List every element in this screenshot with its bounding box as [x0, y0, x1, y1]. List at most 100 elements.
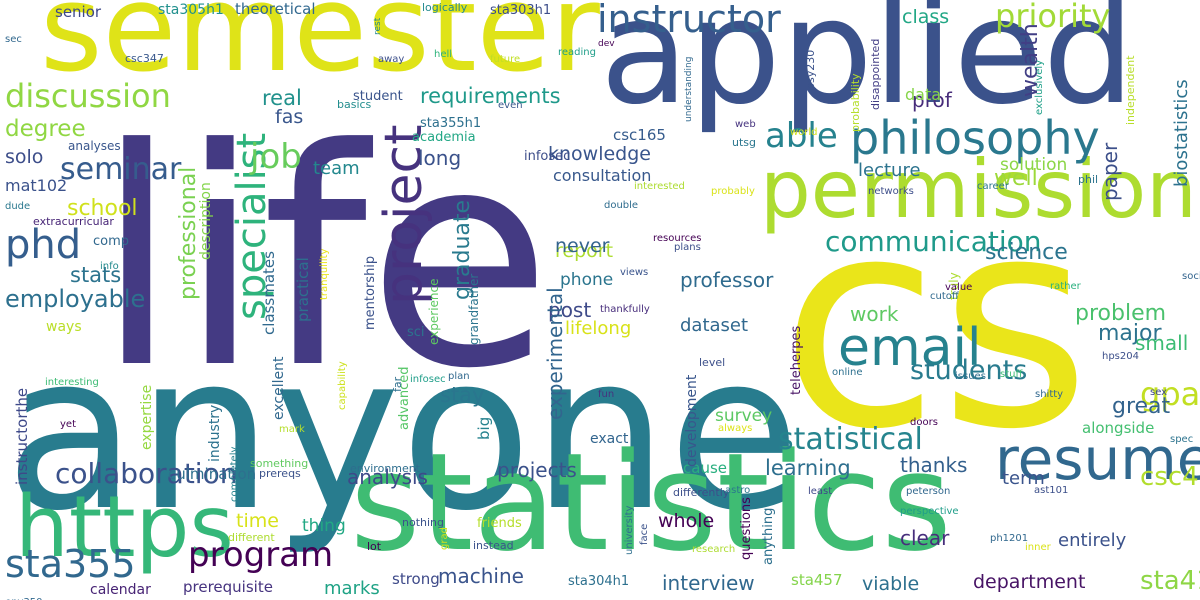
word-well: well [994, 166, 1038, 191]
word-prof: prof [912, 88, 952, 112]
word-requirements: requirements [420, 84, 561, 108]
word-ways: ways [46, 319, 82, 335]
word-student: student [353, 89, 403, 104]
word-interesting: interesting [45, 377, 99, 388]
word-future: future [490, 54, 521, 65]
word-friends: friends [477, 516, 522, 531]
word-networks: networks [868, 186, 914, 197]
word-sta457: sta457 [791, 571, 843, 589]
word-excellent: excellent [271, 356, 287, 420]
word-never: never [555, 235, 610, 257]
word-viable: viable [862, 573, 920, 595]
word-experience: experience [427, 278, 441, 345]
word-big: big [475, 416, 493, 440]
word-sta305h1: sta305h1 [158, 2, 224, 18]
word-stay: stay [440, 383, 485, 407]
word-spec: spec [1170, 434, 1194, 445]
word-statistical: statistical [778, 422, 923, 457]
word-info: info [100, 261, 119, 272]
word-dev: dev [598, 39, 615, 49]
word-sta355h1: sta355h1 [420, 116, 482, 131]
word-probably: probably [711, 186, 755, 197]
word-semester: semester [40, 0, 600, 99]
word-mark: mark [279, 424, 305, 435]
word-cause: cause [683, 459, 727, 477]
word-sta303h1: sta303h1 [490, 3, 552, 18]
word-university: university [624, 505, 635, 555]
word-env350: env350 [5, 598, 43, 600]
word-team: team [313, 158, 360, 179]
word-logically: logically [422, 1, 468, 14]
word-experimental: experimental [543, 287, 567, 420]
word-psy230: psy230 [804, 49, 817, 90]
word-solo: solo [5, 146, 44, 168]
word-questions: questions [739, 497, 754, 560]
word-dude: dude [5, 201, 31, 212]
word-data: data [905, 85, 942, 104]
word-infosec: infosec [410, 374, 446, 385]
word-independent: independent [1124, 55, 1137, 125]
word-development: development [684, 374, 700, 467]
word-statistics: statistics [350, 424, 952, 581]
word-biostatistics: biostatistics [1171, 79, 1192, 187]
word-prerequisite: prerequisite [183, 578, 273, 596]
word-understanding: understanding [684, 56, 694, 122]
word-work: work [850, 302, 899, 326]
word-comp: comp [93, 234, 130, 249]
word-whole: whole [658, 510, 715, 532]
word-mat102: mat102 [5, 176, 68, 195]
word-research: research [692, 544, 736, 555]
word-solution: solution [1000, 155, 1068, 175]
word-capability: capability [337, 361, 348, 410]
word-reading: reading [558, 47, 596, 58]
word-time: time [236, 510, 279, 532]
word-permission: permission [760, 143, 1197, 236]
word-sta304h1: sta304h1 [568, 574, 630, 589]
word-world: world [790, 127, 818, 138]
word-discussion: discussion [5, 77, 171, 115]
word-rest: rest [373, 17, 383, 35]
word-stats: stats [70, 263, 122, 287]
word-instructor: instructor [597, 0, 781, 41]
word-cutoff: cutoff [930, 291, 959, 302]
word-https: https [15, 478, 234, 577]
word-sta355: sta355 [5, 542, 136, 586]
word-professional: professional [176, 166, 201, 300]
word-disappointed: disappointed [869, 38, 882, 110]
word-long: long [418, 146, 462, 170]
word-interested: interested [634, 181, 685, 192]
word-knowledge: knowledge [548, 143, 651, 165]
word-school: school [67, 196, 138, 221]
word-sex: sex [1150, 387, 1168, 398]
word-grad: grad [439, 527, 450, 550]
word-class: class [902, 6, 950, 28]
word-communication: communication [825, 225, 1042, 258]
word-phil: phil [1078, 173, 1099, 186]
word-thing: thing [302, 516, 346, 536]
word-teleherpes: teleherpes [789, 325, 804, 395]
word-yet: yet [60, 419, 76, 430]
word-analysis: analysis [347, 465, 428, 489]
word-science: science [985, 240, 1068, 265]
word-paper: paper [1098, 142, 1122, 201]
word-exclusively: exclusively [1034, 59, 1045, 115]
word-differently: differently [673, 486, 730, 499]
word-sec: sec [5, 34, 22, 45]
word-learning: learning [765, 456, 851, 480]
word-post: post [548, 298, 592, 322]
word-applied: applied [600, 0, 1135, 137]
word-term: term [1002, 468, 1045, 489]
word-perspective: perspective [900, 506, 959, 517]
word-thankfully: thankfully [600, 304, 650, 315]
word-nothing: nothing [402, 516, 444, 529]
word-dataset: dataset [680, 315, 749, 336]
word-machine: machine [438, 564, 524, 588]
word-web: web [735, 119, 756, 130]
word-consultation: consultation [553, 166, 652, 185]
word-department: department [973, 571, 1086, 593]
word-sci: sci [407, 325, 425, 340]
word-clear: clear [900, 526, 950, 550]
word-ph1201: ph1201 [990, 533, 1029, 544]
word-report: report [555, 240, 614, 262]
